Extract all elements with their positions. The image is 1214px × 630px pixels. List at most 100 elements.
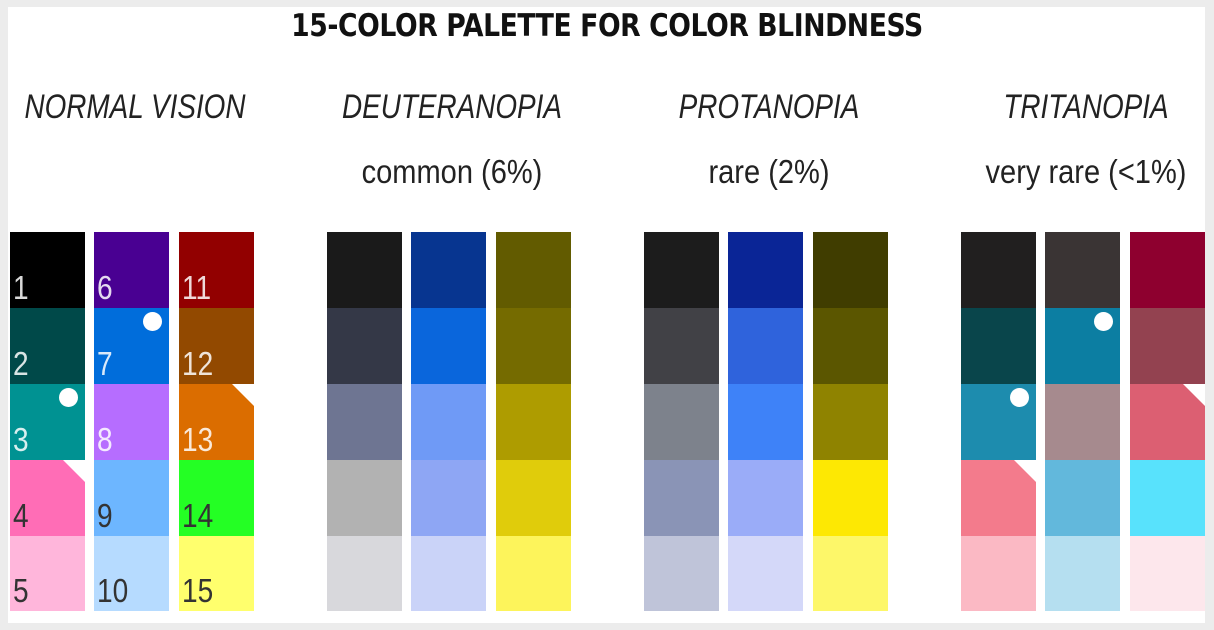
color-swatch	[1130, 460, 1205, 536]
color-swatch	[813, 460, 888, 536]
color-swatch	[496, 460, 571, 536]
color-swatch	[1045, 536, 1120, 611]
color-swatch	[961, 232, 1036, 308]
swatch-number: 9	[97, 497, 113, 534]
color-swatch	[1130, 536, 1205, 611]
color-swatch	[1045, 232, 1120, 308]
color-swatch	[961, 460, 1036, 536]
triangle-marker-icon	[1014, 460, 1036, 482]
color-swatch	[644, 536, 719, 611]
dot-marker-icon	[59, 388, 78, 407]
color-swatch	[411, 232, 486, 308]
color-swatch	[644, 460, 719, 536]
color-swatch	[496, 536, 571, 611]
color-swatch: 5	[10, 536, 85, 611]
swatch-column	[728, 232, 803, 611]
color-swatch: 3	[10, 384, 85, 460]
swatch-column: 11 12 13 14 15	[179, 232, 254, 611]
color-swatch	[411, 384, 486, 460]
color-swatch	[728, 308, 803, 384]
swatch-column	[961, 232, 1036, 611]
group-protanopia: PROTANOPIA rare (2%)	[644, 0, 894, 630]
color-swatch: 4	[10, 460, 85, 536]
color-swatch: 7	[94, 308, 169, 384]
swatch-number: 6	[97, 269, 113, 306]
swatch-number: 11	[182, 269, 212, 306]
color-swatch	[1130, 384, 1205, 460]
color-swatch: 1	[10, 232, 85, 308]
color-swatch	[411, 460, 486, 536]
color-swatch	[1045, 308, 1120, 384]
swatch-number: 13	[182, 421, 214, 458]
group-name: TRITANOPIA	[1003, 88, 1169, 126]
group-name: DEUTERANOPIA	[342, 88, 562, 126]
color-swatch	[644, 384, 719, 460]
color-swatch: 14	[179, 460, 254, 536]
color-swatch	[327, 384, 402, 460]
color-swatch	[644, 232, 719, 308]
swatch-number: 12	[182, 345, 214, 382]
color-swatch	[813, 536, 888, 611]
color-swatch	[728, 460, 803, 536]
color-swatch	[411, 308, 486, 384]
color-swatch: 12	[179, 308, 254, 384]
swatch-number: 14	[182, 497, 214, 534]
swatch-number: 8	[97, 421, 113, 458]
group-deuteranopia: DEUTERANOPIA common (6%)	[327, 0, 577, 630]
color-swatch: 9	[94, 460, 169, 536]
swatch-column: 1 2 3 4 5	[10, 232, 85, 611]
triangle-marker-icon	[1183, 384, 1205, 406]
group-tritanopia: TRITANOPIA very rare (<1%)	[961, 0, 1211, 630]
dot-marker-icon	[1094, 312, 1113, 331]
swatch-column: 6 7 8 9 10	[94, 232, 169, 611]
group-prevalence: common (6%)	[361, 153, 543, 190]
color-swatch	[1130, 232, 1205, 308]
color-swatch	[411, 536, 486, 611]
color-swatch	[961, 384, 1036, 460]
swatch-column	[644, 232, 719, 611]
color-swatch	[1045, 460, 1120, 536]
dot-marker-icon	[1010, 388, 1029, 407]
color-swatch	[1045, 384, 1120, 460]
swatch-number: 2	[13, 345, 29, 382]
swatch-number: 1	[13, 269, 29, 306]
group-name: PROTANOPIA	[678, 88, 860, 126]
color-swatch	[327, 308, 402, 384]
swatch-column	[813, 232, 888, 611]
swatch-number: 4	[13, 497, 29, 534]
color-swatch: 8	[94, 384, 169, 460]
color-swatch: 15	[179, 536, 254, 611]
triangle-marker-icon	[232, 384, 254, 406]
swatch-column	[1130, 232, 1205, 611]
color-swatch	[961, 536, 1036, 611]
color-swatch	[327, 536, 402, 611]
color-swatch: 13	[179, 384, 254, 460]
color-swatch: 11	[179, 232, 254, 308]
color-swatch: 6	[94, 232, 169, 308]
color-swatch	[1130, 308, 1205, 384]
swatch-number: 7	[97, 345, 113, 382]
swatch-column	[496, 232, 571, 611]
color-swatch	[496, 308, 571, 384]
swatch-number: 5	[13, 572, 29, 609]
color-swatch	[644, 308, 719, 384]
group-prevalence: very rare (<1%)	[985, 153, 1187, 190]
color-swatch	[728, 536, 803, 611]
color-swatch	[496, 384, 571, 460]
color-swatch	[327, 232, 402, 308]
group-name: NORMAL VISION	[24, 88, 246, 126]
triangle-marker-icon	[63, 460, 85, 482]
figure-title: 15-COLOR PALETTE FOR COLOR BLINDNESS	[291, 8, 923, 44]
color-swatch	[728, 232, 803, 308]
color-swatch	[813, 232, 888, 308]
swatch-column	[1045, 232, 1120, 611]
color-swatch	[327, 460, 402, 536]
group-prevalence: rare (2%)	[708, 153, 830, 190]
swatch-column	[411, 232, 486, 611]
group-normal-vision: NORMAL VISION 1 2 3 4 5 6 7 8 9 10 11 12 13 14 15	[10, 0, 260, 630]
dot-marker-icon	[143, 312, 162, 331]
swatch-number: 15	[182, 572, 214, 609]
swatch-number: 3	[13, 421, 29, 458]
color-swatch	[813, 384, 888, 460]
swatch-number: 10	[97, 572, 129, 609]
